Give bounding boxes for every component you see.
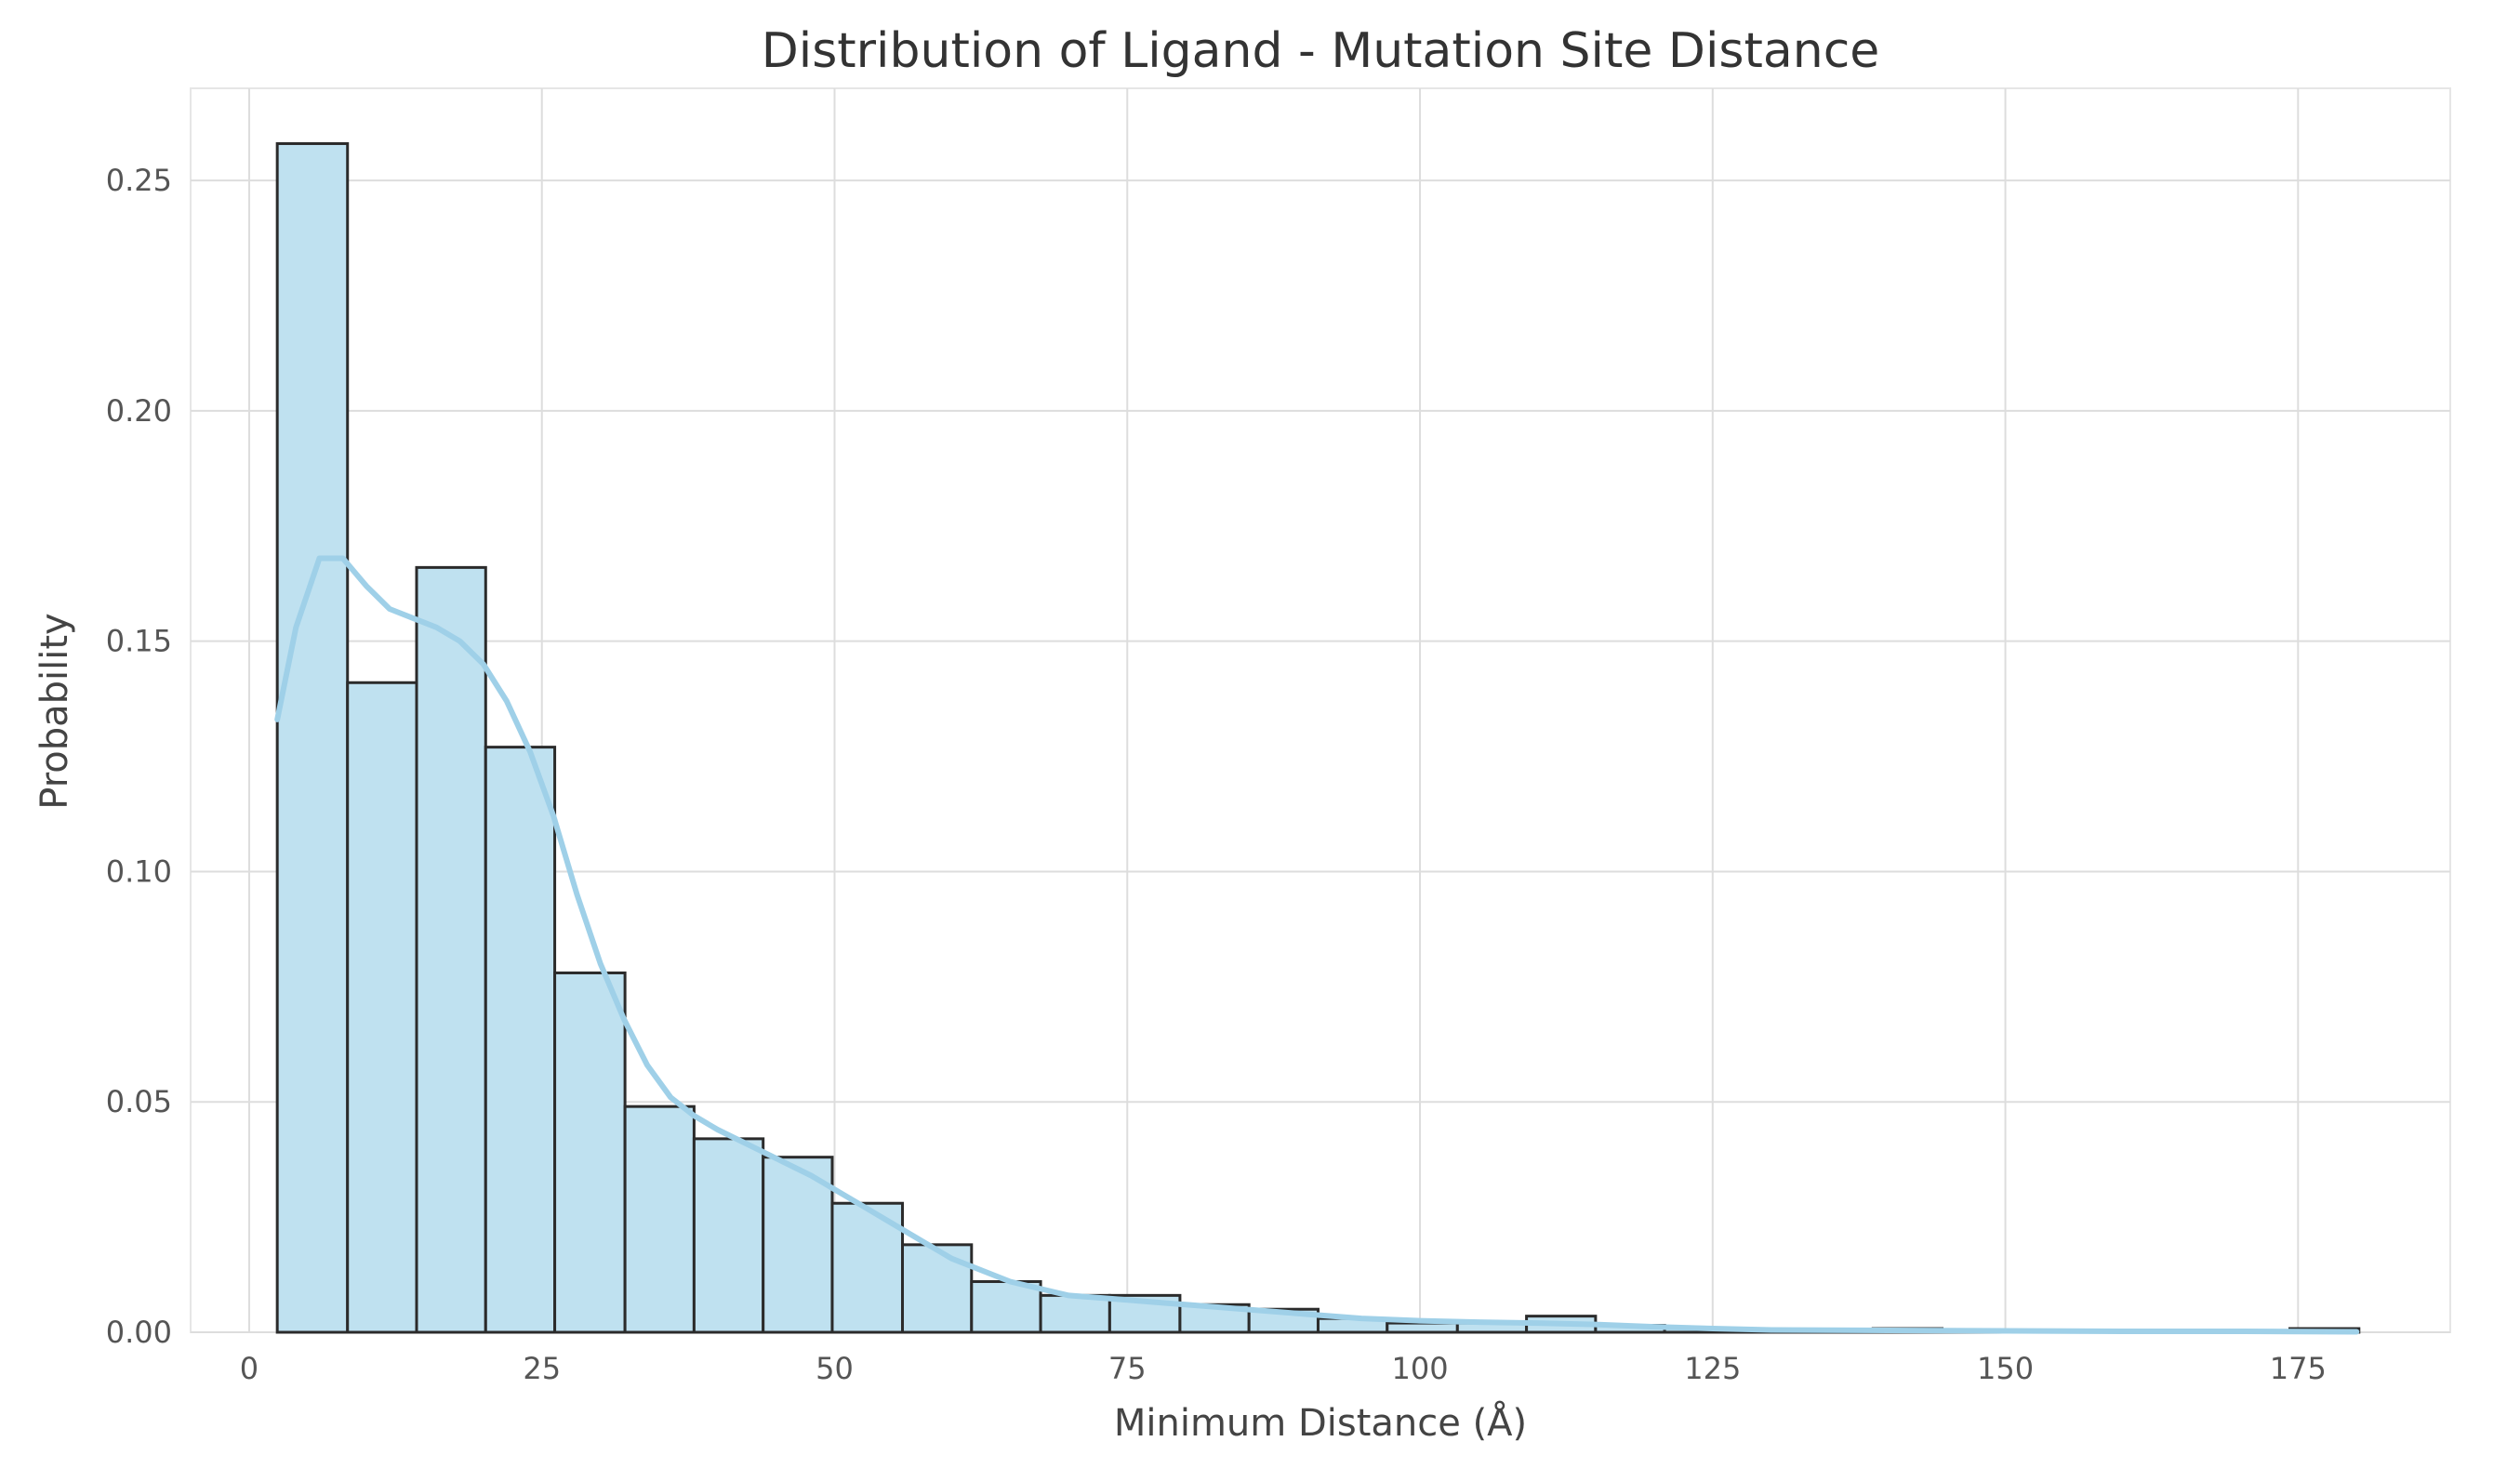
histogram-bar bbox=[415, 565, 487, 1334]
y-tick-label: 0.00 bbox=[106, 1315, 172, 1350]
histogram-bar bbox=[484, 746, 557, 1334]
histogram-bar bbox=[623, 1104, 696, 1334]
histogram-bar bbox=[1386, 1321, 1459, 1334]
chart-title: Distribution of Ligand - Mutation Site D… bbox=[762, 23, 1880, 79]
x-tick-label: 175 bbox=[2270, 1351, 2327, 1386]
y-tick-label: 0.25 bbox=[106, 163, 172, 198]
histogram-bar bbox=[692, 1137, 765, 1334]
x-tick-label: 0 bbox=[240, 1351, 259, 1386]
histogram-bar bbox=[1039, 1293, 1111, 1334]
y-tick-label: 0.20 bbox=[106, 393, 172, 429]
histogram-bar bbox=[901, 1243, 974, 1334]
kde-line bbox=[274, 555, 2360, 1335]
x-tick-label: 75 bbox=[1108, 1351, 1147, 1386]
x-tick-label: 150 bbox=[1977, 1351, 2034, 1386]
histogram-bar bbox=[830, 1201, 905, 1334]
x-tick-label: 125 bbox=[1684, 1351, 1741, 1386]
y-axis-ticks: 0.00 0.05 0.10 0.15 0.20 0.25 bbox=[106, 163, 172, 1350]
histogram-bars bbox=[275, 141, 2361, 1334]
x-tick-label: 25 bbox=[523, 1351, 561, 1386]
x-tick-label: 100 bbox=[1391, 1351, 1448, 1386]
y-tick-label: 0.10 bbox=[106, 853, 172, 889]
x-tick-label: 50 bbox=[816, 1351, 854, 1386]
histogram-bar bbox=[346, 681, 418, 1334]
x-axis-ticks: 0 25 50 75 100 125 150 175 bbox=[240, 1351, 2327, 1386]
y-axis-label: Probability bbox=[33, 613, 76, 809]
histogram-bar bbox=[275, 141, 350, 1334]
y-tick-label: 0.05 bbox=[106, 1084, 172, 1119]
y-tick-label: 0.15 bbox=[106, 624, 172, 659]
x-axis-label: Minimum Distance (Å) bbox=[1114, 1400, 1527, 1445]
kde-curve-group bbox=[274, 555, 2360, 1335]
histogram-bar bbox=[553, 971, 627, 1334]
